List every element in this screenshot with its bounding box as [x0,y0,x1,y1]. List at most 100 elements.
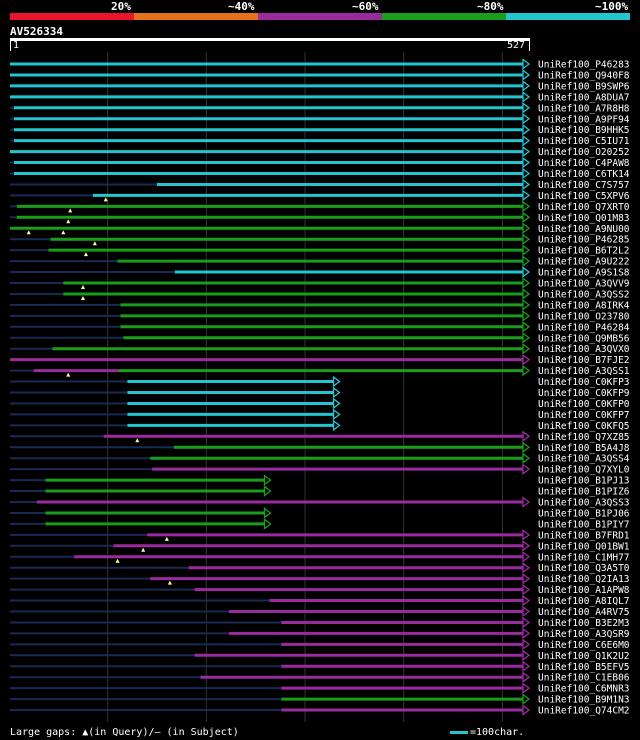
hit-arrow [522,364,531,377]
ruler-tick-start [10,38,11,51]
hit-label: UniRef100_B7FJE2 [538,355,630,366]
hit-arrow [522,167,531,180]
query-gap-marker [141,547,146,552]
query-ruler: 1 527 [10,38,530,51]
hit-arrow [522,430,531,443]
query-gap-marker [81,285,86,289]
hit-label: UniRef100_B1PJ13 [538,476,630,487]
hit-arrow [522,452,531,465]
legend-label-60: ~60% [352,0,379,13]
hit-label: UniRef100_O20252 [538,147,630,158]
hit-arrow [522,178,531,191]
hit-arrow [522,704,531,716]
hit-label: UniRef100_Q9MB56 [538,333,630,344]
hit-arrow [522,550,531,563]
hit-label: UniRef100_Q940F8 [538,70,630,81]
hit-label: UniRef100_C5XPV6 [538,191,630,202]
hit-label: UniRef100_B7FRD1 [538,530,630,541]
query-gap-marker [26,230,31,235]
hit-arrow [522,288,531,300]
hit-arrow [263,518,272,530]
hit-arrow [522,342,531,355]
hit-label: UniRef100_C0KFP9 [538,388,630,399]
hit-arrow [522,496,531,508]
hit-arrow [522,222,531,235]
hit-label: UniRef100_Q74CM2 [538,706,630,717]
hit-label: UniRef100_A3QVX0 [538,344,630,355]
hit-arrow [522,561,531,574]
legend-segment-60 [258,13,382,20]
hit-arrow [522,627,531,640]
hit-arrow [522,529,531,541]
hit-label: UniRef100_A3QSS1 [538,366,630,377]
hit-label: UniRef100_B3E2M3 [538,618,630,629]
hit-label: UniRef100_A8DUA7 [538,92,630,103]
hit-label: UniRef100_C0KFP3 [538,377,630,388]
hit-arrow [522,310,531,322]
hit-arrow [522,211,531,224]
query-gap-marker [66,219,71,224]
scale-legend: =100char. [450,727,524,738]
query-gap-marker [135,438,140,443]
ruler-line [10,38,530,41]
hit-label: UniRef100_B1PIY7 [538,519,630,530]
query-gap-marker [68,208,73,213]
hit-label: UniRef100_A3QVV9 [538,279,630,290]
hit-arrow [522,134,531,147]
hit-arrow [522,200,531,213]
hit-label: UniRef100_C6MNR3 [538,684,630,695]
hit-label: UniRef100_C0KFQ5 [538,421,630,432]
hit-arrow [522,189,531,202]
hit-arrow [522,112,531,125]
hit-label: UniRef100_A9S1S8 [538,268,630,279]
hit-label: UniRef100_A8IQL7 [538,596,630,607]
hit-label: UniRef100_P46283 [538,60,630,71]
hit-arrow [522,145,531,158]
hit-arrow [522,682,531,694]
hit-arrow [332,419,341,432]
hit-label: UniRef100_P46285 [538,235,630,246]
hit-arrow [332,408,341,421]
hit-label: UniRef100_A1APW8 [538,585,630,596]
hit-label: UniRef100_C7S757 [538,180,630,191]
legend-label-80: ~80% [477,0,504,13]
hit-label: UniRef100_B5EFV5 [538,662,630,673]
hit-arrow [522,441,531,454]
ruler-end-label: 527 [507,40,526,51]
hit-arrow [522,233,531,245]
footer-gap-legend: Large gaps: ▲(in Query)/— (in Subject) [10,727,239,738]
query-gap-marker [83,252,88,257]
hit-label: UniRef100_C0KFP7 [538,410,630,421]
hit-arrow [522,572,531,585]
hit-arrow [522,605,531,618]
hit-label: UniRef100_C1MH77 [538,552,630,563]
hit-arrow [522,244,531,256]
query-gap-marker [81,295,86,300]
legend-label-20: 20% [111,0,131,13]
hit-label: UniRef100_Q7XZ85 [538,432,630,443]
hit-label: UniRef100_Q3A5T0 [538,563,630,574]
legend-segment-40 [134,13,258,20]
hit-label: UniRef100_B6T2L2 [538,246,630,257]
hit-arrow [522,91,531,103]
hit-label: UniRef100_C4PAW8 [538,158,630,169]
query-gap-marker [164,536,169,541]
hit-arrow [522,102,531,114]
hit-arrow [522,123,531,136]
hit-label: UniRef100_B9SWP6 [538,81,630,92]
hit-arrow [522,266,531,278]
hit-label: UniRef100_A8IRK4 [538,300,630,311]
hit-label: UniRef100_B1PIZ6 [538,487,630,498]
hit-arrow [522,299,531,311]
hit-label: UniRef100_A9PF94 [538,114,630,125]
query-gap-marker [167,580,172,585]
hit-arrow [522,255,531,267]
hit-arrow [522,69,531,81]
hit-label: UniRef100_A9NU00 [538,224,630,235]
legend-segment-80 [382,13,506,20]
hit-label: UniRef100_A4RV75 [538,607,630,618]
hit-arrow [522,331,531,344]
hit-arrow [522,156,531,169]
query-gap-marker [61,230,66,235]
query-gap-marker [115,558,120,563]
